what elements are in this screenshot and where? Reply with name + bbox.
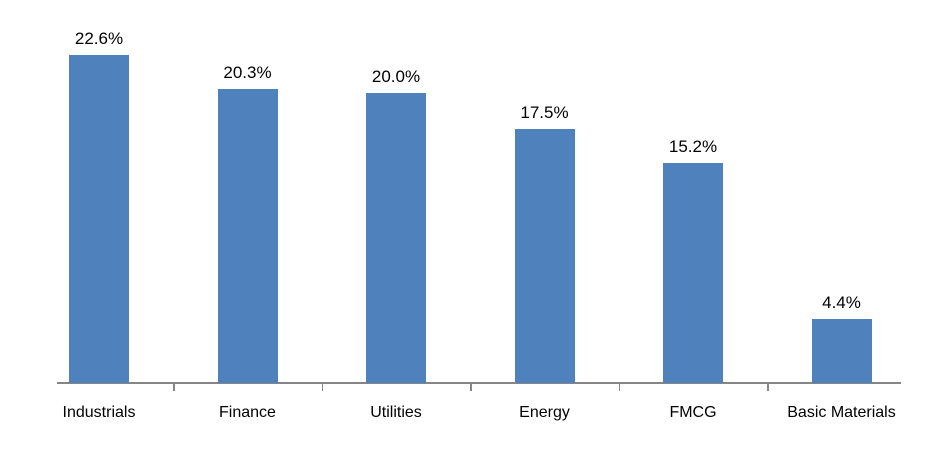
data-label-utilities: 20.0%: [371, 67, 421, 86]
x-axis-label-utilities: Utilities: [370, 404, 422, 421]
x-axis-label-industrials: Industrials: [62, 404, 136, 421]
bar-industrials: [69, 55, 129, 383]
bar-finance: [217, 88, 278, 383]
data-label-basic-materials: 4.4%: [822, 293, 861, 313]
data-label-energy: 17.5%: [520, 103, 569, 123]
x-axis-label-fmcg: FMCG: [669, 404, 717, 421]
bar-utilities: [366, 93, 426, 383]
x-axis-tick: [618, 382, 621, 391]
x-axis-line: [57, 382, 901, 384]
bar-basic-materials: [811, 319, 872, 383]
data-label-industrials: 22.6%: [74, 29, 124, 49]
x-axis-tick: [321, 382, 324, 391]
x-axis-tick: [470, 382, 472, 391]
data-label-fmcg: 15.2%: [668, 136, 718, 156]
bar-fmcg: [663, 162, 723, 383]
x-axis-label-finance: Finance: [219, 404, 276, 421]
x-axis-tick: [767, 382, 769, 391]
data-label-finance: 20.3%: [223, 62, 272, 82]
x-axis-tick: [173, 382, 175, 391]
x-axis-label-energy: Energy: [519, 404, 570, 421]
x-axis-label-basic-materials: Basic Materials: [787, 404, 896, 421]
bar-energy: [514, 129, 575, 383]
